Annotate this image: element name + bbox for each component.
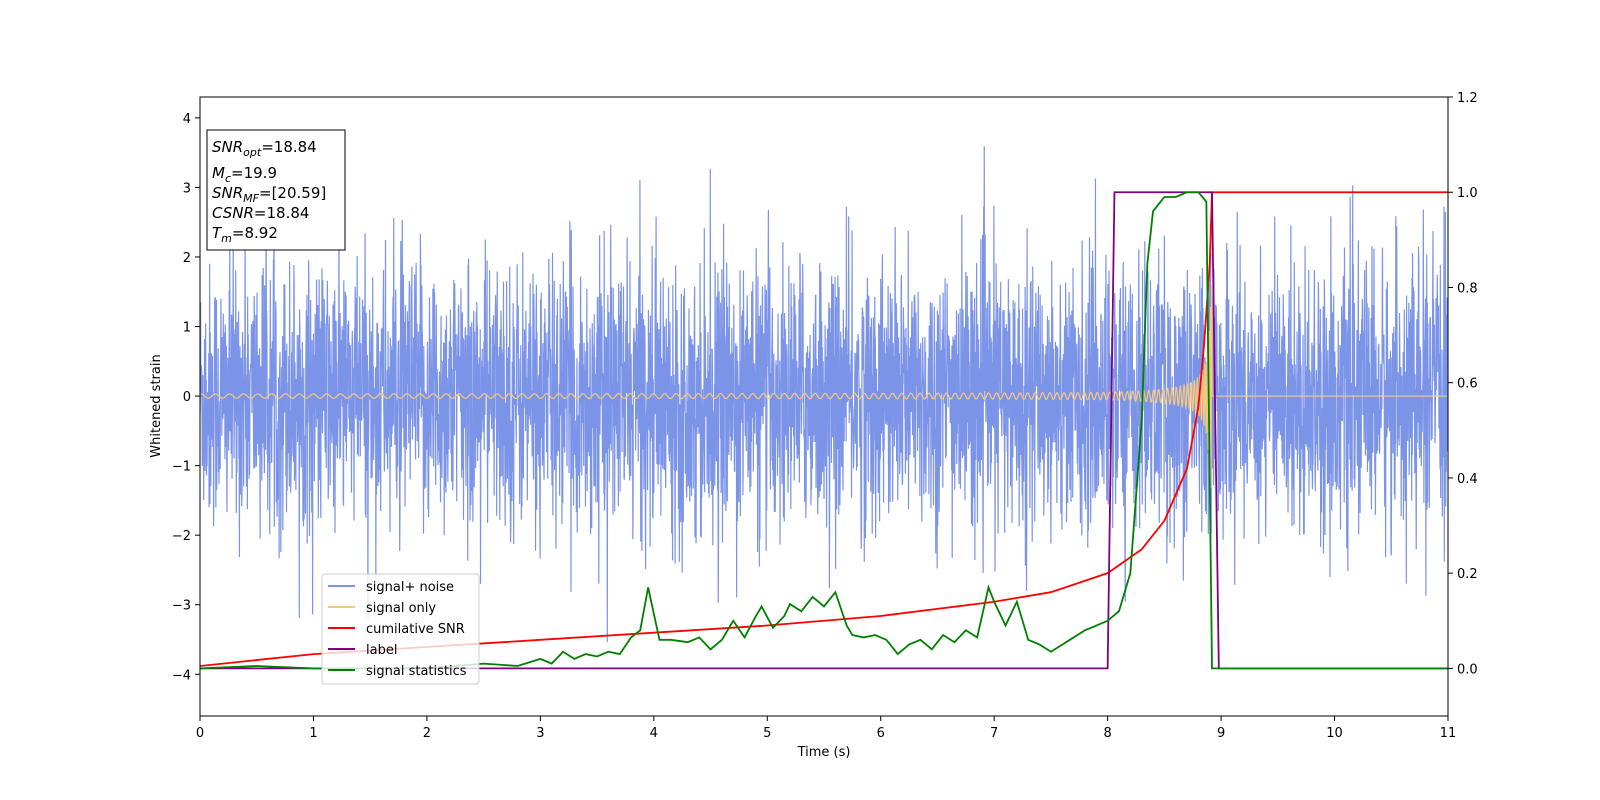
y-tick-label: 1: [183, 321, 191, 336]
info-box-entry: Mc=19.9: [212, 164, 277, 185]
info-box-entry: SNRopt=18.84: [212, 138, 317, 159]
y-tick-label: −2: [172, 529, 191, 544]
legend-entry: signal+ noise: [366, 580, 454, 595]
legend-entry: signal only: [366, 601, 436, 616]
legend-frame: [321, 573, 480, 685]
x-tick-label: 9: [1217, 726, 1225, 741]
y-tick-label: 2: [183, 251, 191, 266]
info-box-entry: SNRMF=[20.59]: [212, 184, 326, 205]
info-box-entry: Tm=8.92: [212, 224, 278, 245]
y-tick-label: −3: [172, 599, 191, 614]
y2-tick-label: 0.4: [1457, 472, 1478, 487]
legend: signal+ noise signal only cumilative SNR la…: [321, 573, 480, 685]
x-tick-label: 1: [309, 726, 317, 741]
axes-layer: 0 1 2 3 4 5 6 7 8 9 10 11 −4 −3 −2 −1 0 1 2 3 4 0.0 0.2 0.4 0.6 0…: [172, 91, 1478, 741]
x-tick-label: 3: [536, 726, 544, 741]
y2-tick-label: 1.0: [1457, 186, 1478, 201]
x-tick-label: 6: [877, 726, 885, 741]
plot-frame: [199, 96, 1449, 717]
y-tick-label: 3: [183, 181, 191, 196]
x-tick-label: 4: [650, 726, 658, 741]
y2-tick-label: 1.2: [1457, 91, 1478, 106]
x-tick-label: 2: [423, 726, 431, 741]
y-tick-label: −4: [172, 668, 191, 683]
x-axis-title: Time (s): [797, 745, 851, 760]
info-box-entry: CSNR=18.84: [212, 204, 309, 222]
y-tick-label: 4: [183, 112, 191, 127]
series-layer: [200, 143, 1448, 670]
x-tick-label: 11: [1440, 726, 1457, 741]
series-cumulative-snr: [200, 191, 1448, 667]
y-axis-title: Whitened strain: [149, 354, 164, 457]
y2-tick-label: 0.6: [1457, 377, 1478, 392]
legend-entry: cumilative SNR: [366, 622, 465, 637]
y2-tick-label: 0.0: [1457, 662, 1478, 677]
x-tick-label: 0: [196, 726, 204, 741]
legend-entry: signal statistics: [366, 664, 467, 679]
info-box-frame: [206, 129, 346, 251]
series-signal-only: [200, 285, 1448, 489]
series-signal-statistics: [200, 191, 1448, 670]
y-tick-label: 0: [183, 390, 191, 405]
info-box: SNRopt=18.84 Mc=19.9SNRMF=[20.59]CSNR=18.…: [206, 129, 346, 251]
legend-entry: label: [366, 643, 397, 658]
x-tick-label: 8: [1103, 726, 1111, 741]
series-signal-noise: [200, 143, 1448, 643]
y-tick-label: −1: [172, 460, 191, 475]
x-tick-label: 5: [763, 726, 771, 741]
x-tick-label: 10: [1326, 726, 1343, 741]
y2-tick-label: 0.8: [1457, 281, 1478, 296]
x-tick-label: 7: [990, 726, 998, 741]
y2-tick-label: 0.2: [1457, 567, 1478, 582]
